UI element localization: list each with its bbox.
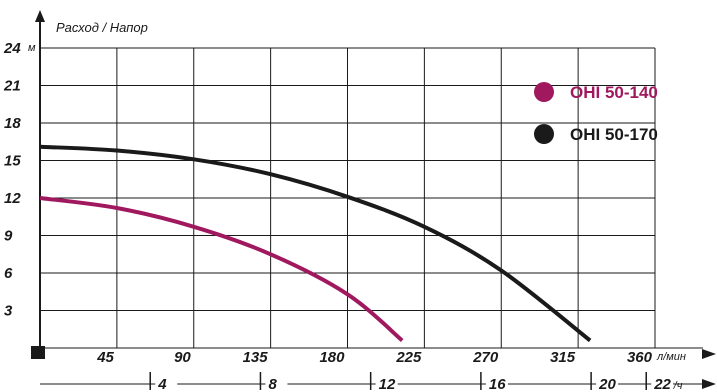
x-tick-label: 315 <box>550 349 576 366</box>
origin-square <box>31 346 45 359</box>
y-tick-label: 12 <box>4 190 21 207</box>
x2-tick-label: 16 <box>489 376 506 392</box>
x-unit-label: л/мин <box>656 351 686 363</box>
x2-tick-label-bg <box>485 375 508 391</box>
x2-tick-label: 12 <box>379 376 396 392</box>
x2-tick-label-bg <box>155 375 178 391</box>
x-tick-label: 90 <box>174 349 191 366</box>
x2-tick-label: 4 <box>157 376 167 392</box>
x-tick-label: 360 <box>627 349 653 366</box>
x2-tick-label-bg <box>375 375 398 391</box>
series-line <box>39 144 592 343</box>
x2-tick-label-bg <box>265 375 288 391</box>
y-tick-label: 6 <box>4 265 13 282</box>
curves <box>39 144 592 343</box>
y-tick-label: 15 <box>4 153 21 170</box>
legend-label: OHI 50-170 <box>570 125 658 144</box>
x-tick-label: 270 <box>472 349 499 366</box>
x-tick-label: 225 <box>395 349 422 366</box>
x2-tick-label-bg <box>651 375 674 391</box>
y-unit-label: м <box>28 42 36 54</box>
x-tick-label: 135 <box>243 349 269 366</box>
y-tick-label: 24 <box>3 40 21 57</box>
x2-tick-label-bg <box>596 375 619 391</box>
x2-axis-arrow <box>702 379 716 389</box>
legend-marker <box>534 82 554 102</box>
y-tick-label: 18 <box>4 115 21 132</box>
x-tick-label: 180 <box>319 349 345 366</box>
legend-label: OHI 50-140 <box>570 83 658 102</box>
legend: OHI 50-140 OHI 50-170 <box>534 82 658 144</box>
legend-marker <box>534 124 554 144</box>
y-tick-label: 9 <box>4 228 13 245</box>
y-tick-label: 3 <box>4 303 13 320</box>
y-tick-label: 21 <box>3 78 21 95</box>
x2-tick-label: 22 <box>653 376 671 392</box>
y-axis-arrow <box>35 10 45 22</box>
x-tick-label: 45 <box>96 349 114 366</box>
labels: Расход / Напор м л/мин м3/ч 242118151296… <box>3 20 686 392</box>
x-axis-arrow <box>702 349 716 359</box>
series-line <box>39 196 404 343</box>
chart-title: Расход / Напор <box>56 20 148 35</box>
axes <box>31 10 716 389</box>
x2-tick-label: 20 <box>598 376 616 392</box>
x2-tick-label: 8 <box>268 376 277 392</box>
